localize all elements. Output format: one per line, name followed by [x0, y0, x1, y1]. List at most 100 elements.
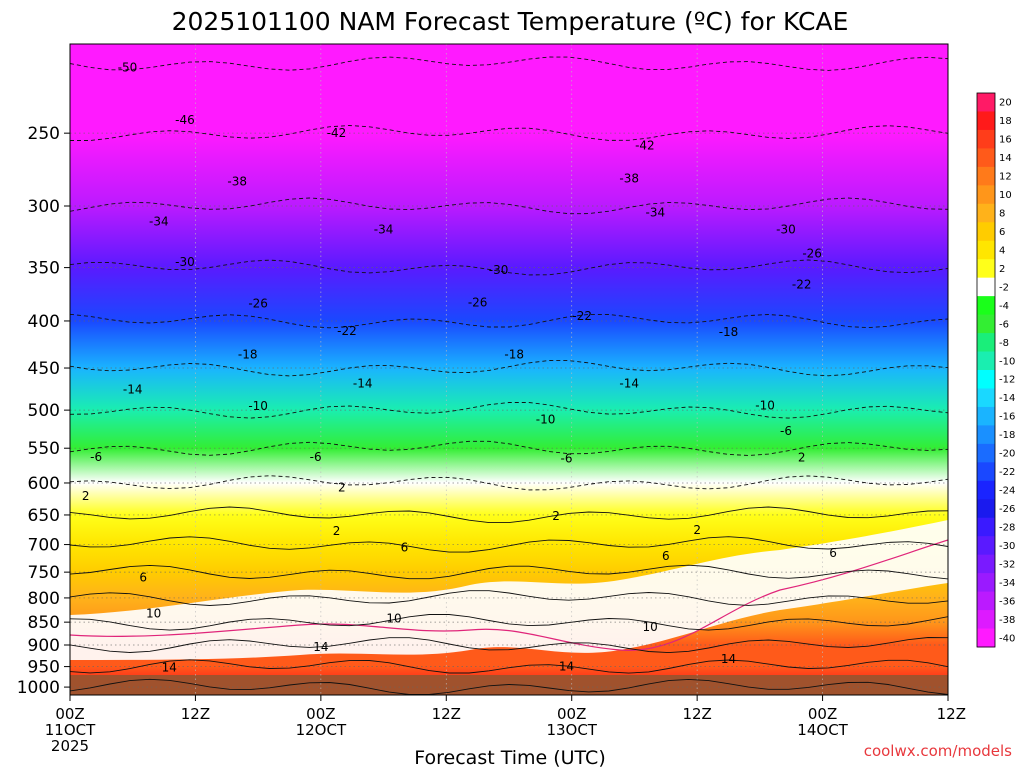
- x-tick-label: 12Z: [181, 705, 210, 723]
- contour-label: -22: [337, 324, 357, 338]
- y-axis-ticks: 250 300 350 400 450 500 550 600 650 700 750 800 850 9…: [17, 124, 70, 698]
- y-tick-label: 450: [28, 359, 60, 379]
- y-tick-label: 300: [28, 197, 60, 217]
- colorbar-label: 8: [999, 209, 1005, 220]
- colorbar-frame: [976, 92, 996, 648]
- colorbar-swatch: [977, 388, 995, 408]
- colorbar-swatch: [977, 370, 995, 389]
- colorbar-swatch: [977, 591, 995, 611]
- x-tick-label: 00Z: [55, 705, 84, 723]
- colorbar-swatch: [977, 628, 995, 648]
- colorbar-label: -14: [999, 393, 1015, 404]
- colorbar-swatch: [977, 296, 995, 316]
- colorbar-legend: 20 18 16 14 12 10 8 6 4 2 -2 -4 -6 -8 -10 -12 -14 -16 -18 -…: [976, 92, 1015, 648]
- contour-label: -18: [504, 347, 524, 361]
- contour-label: -10: [536, 413, 556, 427]
- contour-label: -22: [572, 309, 592, 323]
- y-tick-label: 850: [28, 613, 60, 633]
- isotherm-line: [70, 678, 948, 695]
- colorbar-label: -16: [999, 412, 1015, 423]
- contour-label: 2: [552, 509, 560, 523]
- contour-label: -30: [776, 222, 796, 236]
- contour-label: -18: [238, 347, 258, 361]
- contour-label: 2: [798, 451, 806, 465]
- colorbar-label: -24: [999, 486, 1015, 497]
- colorbar-label: 6: [999, 227, 1005, 238]
- contour-label: -10: [755, 398, 775, 412]
- contour-label: -18: [719, 325, 739, 339]
- contour-label: -6: [310, 450, 322, 464]
- isotherm-line: [70, 475, 948, 491]
- y-tick-label: 1000: [17, 678, 60, 698]
- colorbar-swatch: [977, 443, 995, 463]
- colorbar-label: 2: [999, 264, 1005, 275]
- colorbar-label: -32: [999, 559, 1015, 570]
- colorbar-label: -2: [999, 282, 1009, 293]
- y-tick-label: 400: [28, 312, 60, 332]
- colorbar-swatch: [977, 333, 995, 353]
- colorbar-swatch: [977, 277, 995, 297]
- colorbar-swatch: [977, 554, 995, 574]
- colorbar-label: 18: [999, 116, 1012, 127]
- contour-lines: [70, 56, 948, 695]
- pink-contour-zero: [70, 539, 948, 651]
- colorbar-swatch: [977, 259, 995, 279]
- isotherm-line: [70, 313, 948, 329]
- colorbar-swatch: [977, 148, 995, 168]
- colorbar-label: -20: [999, 449, 1015, 460]
- isotherm-line: [70, 259, 948, 276]
- x-tick-label: 13OCT: [546, 721, 597, 739]
- isotherm-line: [70, 402, 948, 419]
- contour-label: -30: [175, 255, 195, 269]
- y-tick-label: 250: [28, 124, 60, 144]
- credit-text: coolwx.com/models: [864, 742, 1012, 760]
- contour-label: -6: [90, 450, 102, 464]
- contour-label: -26: [248, 297, 268, 311]
- contour-label: -26: [802, 247, 822, 261]
- colorbar-swatch: [977, 240, 995, 260]
- y-tick-label: 550: [28, 439, 60, 459]
- colorbar-swatch: [977, 351, 995, 371]
- colorbar-swatch: [977, 536, 995, 556]
- isotherm-line: [70, 360, 948, 377]
- colorbar-label: -10: [999, 356, 1015, 367]
- contour-label: 2: [338, 481, 346, 495]
- contour-label: 14: [559, 660, 574, 674]
- y-tick-label: 350: [28, 259, 60, 279]
- colorbar-label: -12: [999, 375, 1015, 386]
- x-tick-label: 00Z: [808, 705, 837, 723]
- colorbar-swatch: [977, 111, 995, 131]
- x-tick-label: 2025: [51, 737, 89, 755]
- contour-label: 10: [386, 611, 401, 625]
- contour-label: -10: [248, 399, 268, 413]
- contour-label: 14: [721, 652, 736, 666]
- isotherm-line: [70, 56, 948, 71]
- colorbar-label: -26: [999, 504, 1015, 515]
- contour-label: -14: [619, 377, 639, 391]
- contour-label: 6: [829, 546, 837, 560]
- x-tick-label: 00Z: [306, 705, 335, 723]
- contour-label: 2: [82, 489, 90, 503]
- colorbar-label: -36: [999, 596, 1015, 607]
- y-tick-label: 750: [28, 563, 60, 583]
- y-tick-label: 900: [28, 636, 60, 656]
- contour-label: -50: [118, 60, 138, 74]
- colorbar-swatch: [977, 425, 995, 445]
- x-tick-label: 12OCT: [296, 721, 347, 739]
- x-tick-label: 12Z: [937, 705, 966, 723]
- isotherm-line: [70, 614, 948, 631]
- ground-surface: [70, 675, 948, 695]
- isotherm-line: [70, 637, 948, 654]
- contour-label: 10: [642, 620, 657, 634]
- colorbar-swatch: [977, 573, 995, 593]
- x-axis-label: Forecast Time (UTC): [414, 747, 605, 768]
- contour-label: -14: [123, 383, 143, 397]
- colorbar-swatch: [977, 185, 995, 205]
- colorbar-swatch: [977, 129, 995, 149]
- colorbar-swatch: [977, 610, 995, 630]
- colorbar-swatch: [977, 222, 995, 242]
- x-tick-label: 12Z: [682, 705, 711, 723]
- colorbar-swatch: [977, 166, 995, 186]
